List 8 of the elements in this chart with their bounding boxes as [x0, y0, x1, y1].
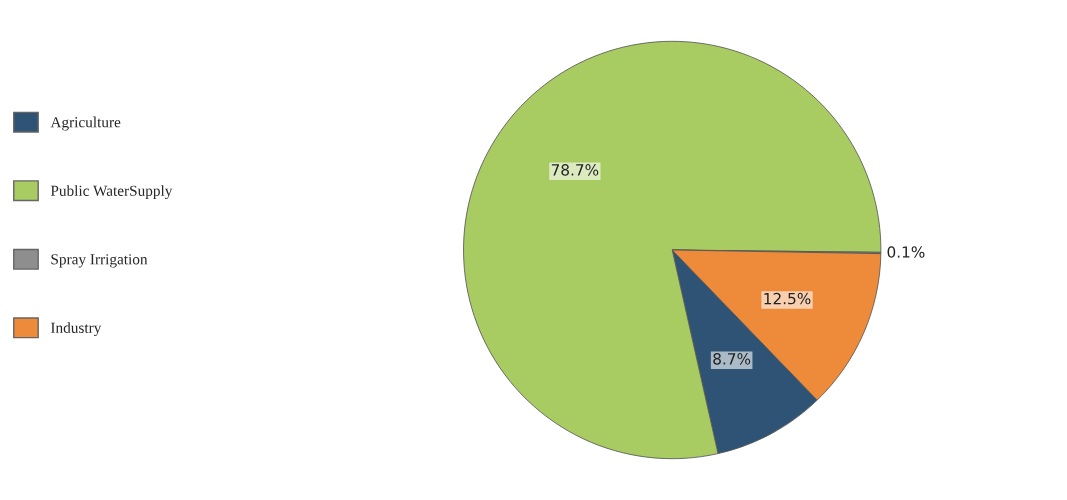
data-label: 12.5% — [764, 292, 811, 305]
data-label: 0.1% — [887, 246, 925, 258]
legend-label: Agriculture — [50, 116, 121, 131]
data-label: 8.7% — [713, 353, 751, 365]
data-label: 78.7% — [551, 164, 599, 176]
legend-label: Industry — [50, 322, 102, 337]
legend-label: Public WaterSupply — [50, 185, 173, 200]
legend-label: Spray Irrigation — [51, 254, 148, 268]
